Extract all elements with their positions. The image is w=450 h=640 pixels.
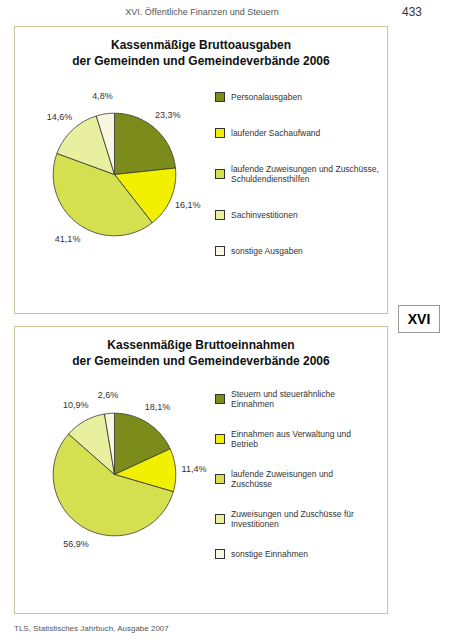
- html-text:sonstige Einnahmen: sonstige Einnahmen: [231, 549, 308, 560]
- html-text:der Gemeinden und Gemeindeverb: der Gemeinden und Gemeindeverbände 2006: [72, 354, 330, 369]
- html-text:Zuweisungen und Zuschüsse für: Zuweisungen und Zuschüsse für Investitio…: [231, 509, 354, 530]
- html-text:XVI: XVI: [407, 311, 431, 327]
- html-text:Einnahmen aus Verwaltung und B: Einnahmen aus Verwaltung und Betrieb: [231, 429, 351, 450]
- html-text:laufende Zuweisungen und Zusch: laufende Zuweisungen und Zuschüsse, Schu…: [231, 164, 379, 185]
- html-text:Kassenmäßige Bruttoeinnahmen: Kassenmäßige Bruttoeinnahmen: [107, 338, 295, 352]
- svg-text:11,4%: 11,4%: [182, 464, 207, 474]
- svg-text:4,8%: 4,8%: [92, 91, 113, 101]
- svg-text:18,1%: 18,1%: [145, 403, 171, 413]
- html-text:Kassenmäßige Bruttoausgaben: Kassenmäßige Bruttoausgaben: [111, 38, 291, 52]
- html-text:TLS, Statistisches Jahrbuch, A: TLS, Statistisches Jahrbuch, Ausgabe 200…: [14, 624, 169, 633]
- svg-text:41,1%: 41,1%: [55, 234, 81, 244]
- html-text:XVI. Öffentliche Finanzen und: XVI. Öffentliche Finanzen und Steuern: [125, 7, 279, 17]
- svg-text:2,6%: 2,6%: [98, 390, 119, 400]
- html-text:Personalausgaben: Personalausgaben: [231, 92, 302, 103]
- svg-text:14,6%: 14,6%: [47, 112, 73, 122]
- svg-text:56,9%: 56,9%: [63, 540, 89, 550]
- svg-text:10,9%: 10,9%: [63, 400, 89, 410]
- svg-text:23,3%: 23,3%: [155, 111, 181, 121]
- html-text:433: 433: [402, 5, 422, 19]
- html-text:Sachinvestitionen: Sachinvestitionen: [231, 210, 298, 221]
- html-text:laufende Zuweisungen und Zusch: laufende Zuweisungen und Zuschüsse: [231, 469, 334, 490]
- html-text:Steuern und steuerähnliche Ein: Steuern und steuerähnliche Einnahmen: [231, 389, 335, 410]
- html-text:der Gemeinden und Gemeindeverb: der Gemeinden und Gemeindeverbände 2006: [72, 54, 330, 69]
- svg-text:16,1%: 16,1%: [175, 201, 201, 211]
- html-text:laufender Sachaufwand: laufender Sachaufwand: [231, 128, 321, 139]
- html-text:sonstige Ausgaben: sonstige Ausgaben: [231, 246, 303, 257]
